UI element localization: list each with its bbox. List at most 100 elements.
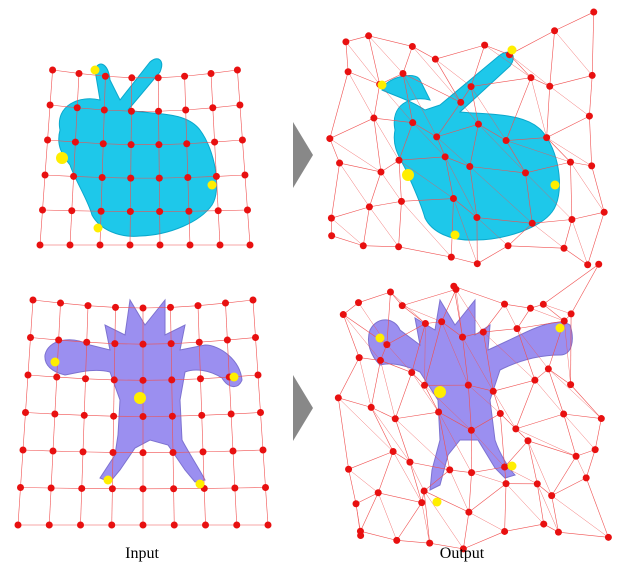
cage-edge (363, 207, 369, 246)
cage-edge (592, 166, 605, 212)
cage-edge (346, 42, 348, 72)
cage-edge (369, 36, 403, 74)
cage-edge (517, 308, 530, 328)
handle (551, 181, 560, 190)
handle (376, 334, 385, 343)
cage-vertex (127, 175, 134, 182)
cage-edge (371, 407, 393, 451)
cage-edge (550, 75, 592, 86)
cage-edge (552, 496, 559, 533)
cage-vertex (70, 173, 77, 180)
cage-edge (233, 451, 235, 488)
cage-vertex (102, 73, 109, 80)
cage-edge (211, 70, 237, 73)
cage-vertex (345, 68, 352, 75)
cage-vertex (82, 375, 89, 382)
cage-edge (49, 488, 51, 525)
cage-vertex (182, 107, 189, 114)
cage-vertex (527, 74, 534, 81)
cage-edge (369, 36, 380, 85)
cage-vertex (213, 173, 220, 180)
cage-vertex (217, 242, 224, 249)
cage-vertex (181, 73, 188, 80)
cage-vertex (503, 137, 510, 144)
cage-edge (18, 488, 21, 526)
cage-vertex (140, 449, 147, 456)
cage-edge (395, 419, 410, 462)
handle (433, 498, 442, 507)
models (45, 52, 572, 490)
cage-edge (371, 407, 410, 462)
cage-vertex (215, 207, 222, 214)
cage-vertex (140, 341, 147, 348)
cage-vertex (588, 162, 595, 169)
cage-edge (53, 70, 79, 73)
cage-vertex (355, 299, 362, 306)
cage-edge (185, 73, 211, 76)
cage-edge (505, 441, 528, 467)
cage-vertex (202, 522, 209, 529)
cage-edge (505, 304, 518, 328)
cage-edge (378, 493, 422, 503)
cage-vertex (156, 175, 163, 182)
cage-vertex (442, 153, 449, 160)
cage-edge (43, 210, 72, 211)
cage-vertex (409, 119, 416, 126)
cage-edge (363, 246, 398, 247)
cage-vertex (241, 172, 248, 179)
cage-vertex (127, 208, 134, 215)
cage-edge (450, 470, 469, 512)
cage-vertex (529, 220, 536, 227)
cage-edge (57, 377, 86, 379)
cage-edge (256, 338, 259, 376)
cage-edge (331, 163, 339, 218)
cage-vertex (448, 254, 455, 261)
cage-edge (586, 450, 595, 478)
cage-vertex (252, 334, 259, 341)
cage-edge (469, 512, 505, 531)
cage-vertex (357, 528, 364, 535)
cage-vertex (111, 376, 118, 383)
handle (556, 324, 565, 333)
cage-vertex (475, 121, 482, 128)
cage-vertex (545, 365, 552, 372)
cage-vertex (140, 485, 147, 492)
cage-edge (86, 379, 115, 380)
cage-vertex (250, 297, 257, 304)
cage-vertex (171, 522, 178, 529)
cage-vertex (27, 334, 34, 341)
cage-edge (530, 308, 564, 321)
cage-vertex (140, 413, 147, 420)
cage-edge (360, 493, 378, 531)
cage-vertex (128, 108, 135, 115)
cage-vertex (30, 297, 37, 304)
cage-edge (211, 73, 213, 107)
handle (104, 476, 113, 485)
cage-edge (226, 303, 228, 340)
cage-vertex (522, 169, 529, 176)
handle (134, 392, 146, 404)
cage-vertex (74, 104, 81, 111)
arrow (293, 122, 313, 188)
cage-vertex (406, 459, 413, 466)
cage-vertex (335, 394, 342, 401)
cage-edge (159, 110, 186, 111)
cage-vertex (392, 415, 399, 422)
cage-vertex (421, 382, 428, 389)
cage-vertex (368, 404, 375, 411)
cage-vertex (342, 38, 349, 45)
cage-vertex (512, 425, 519, 432)
cage-vertex (111, 340, 118, 347)
cage-vertex (236, 102, 243, 109)
cage-edge (50, 70, 53, 105)
cage-edge (213, 108, 215, 142)
cage-edge (550, 31, 555, 87)
cage-edge (516, 380, 535, 429)
cage-edge (555, 31, 593, 76)
cage-vertex (353, 500, 360, 507)
cage-vertex (457, 99, 464, 106)
handle (378, 81, 387, 90)
cage-edge (143, 307, 171, 308)
cage-vertex (196, 339, 203, 346)
cage-vertex (20, 447, 27, 454)
